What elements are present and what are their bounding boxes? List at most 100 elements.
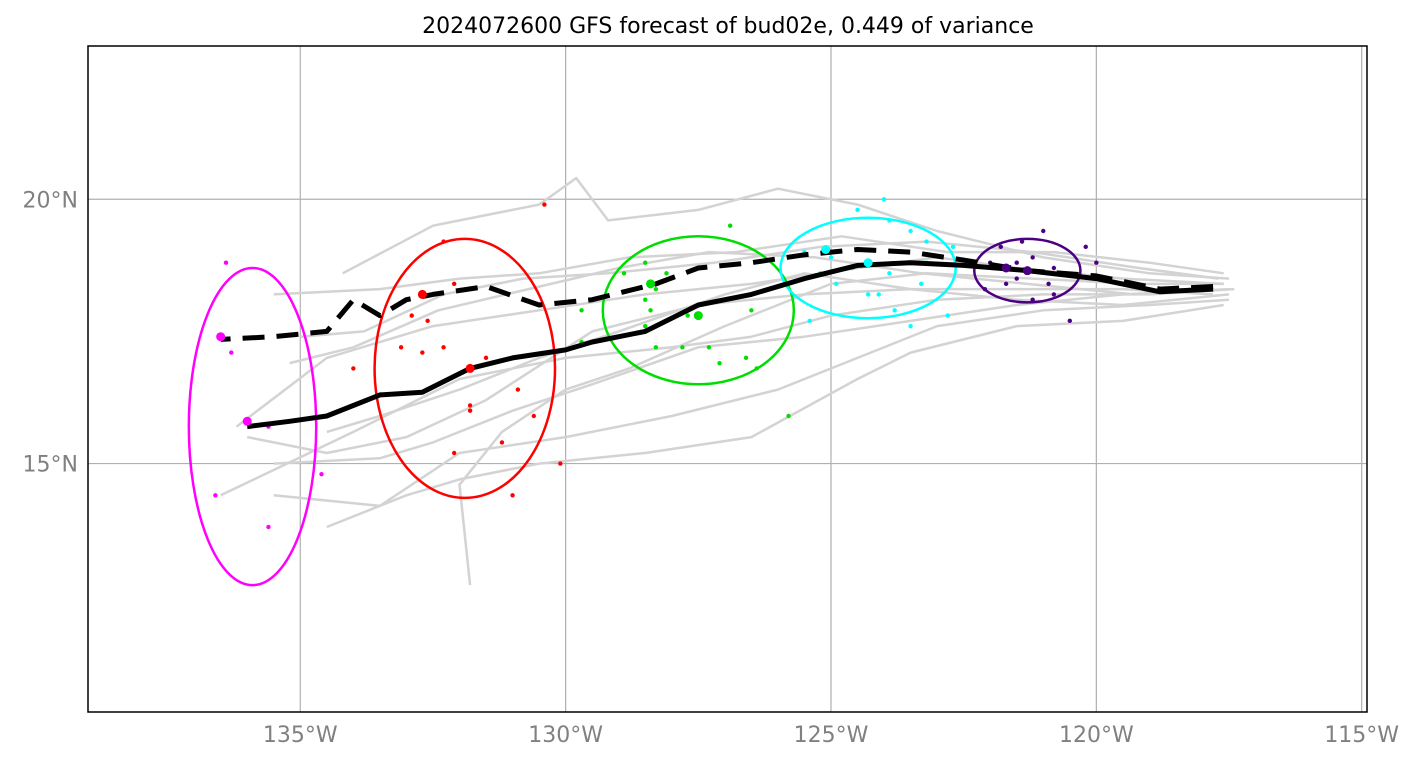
member-point [1067, 318, 1073, 324]
member-point [441, 239, 446, 244]
member-point [653, 345, 659, 350]
member-point [1030, 297, 1035, 302]
grid [88, 46, 1367, 712]
member-point [425, 318, 430, 324]
cluster-mean-marker [821, 245, 831, 254]
member-point [685, 313, 690, 318]
member-point [653, 286, 659, 292]
member-point [621, 271, 627, 276]
member-point [717, 360, 722, 366]
ensemble-track [342, 176, 1230, 280]
member-point [1046, 281, 1051, 287]
member-point [706, 345, 712, 350]
ensemble-track [273, 235, 1224, 296]
member-point [229, 350, 234, 355]
member-point [1051, 265, 1057, 271]
member-point [441, 345, 446, 350]
member-point [451, 450, 457, 456]
member-point [648, 308, 653, 313]
member-point [643, 260, 648, 265]
member-point [643, 297, 648, 302]
member-point [945, 313, 950, 318]
ensemble-track [273, 287, 1230, 465]
member-point [950, 244, 956, 250]
member-point [483, 355, 489, 361]
cluster-mean-marker [693, 311, 703, 321]
member-point [924, 239, 929, 244]
member-point [542, 202, 547, 207]
member-point [680, 345, 685, 350]
cluster-mean-marker [242, 416, 252, 426]
member-point [420, 350, 425, 355]
ensemble-track [273, 298, 1230, 508]
cluster-mean-marker [1022, 266, 1032, 276]
cluster-markers [216, 245, 1032, 426]
cluster-mean-marker [216, 332, 226, 342]
member-point [351, 366, 356, 371]
member-point [664, 271, 669, 276]
member-point [1041, 228, 1046, 234]
x-tick-label: 120°W [1059, 723, 1134, 748]
member-point [865, 292, 871, 297]
member-point [749, 308, 754, 313]
y-tick-label: 15°N [23, 453, 78, 478]
member-point [881, 197, 887, 202]
member-point [266, 524, 271, 530]
member-point [754, 366, 759, 371]
cluster-ellipse [187, 266, 318, 587]
member-point [786, 413, 791, 419]
member-point [499, 440, 505, 445]
cluster-ellipse [973, 237, 1082, 304]
cluster-mean-marker [863, 258, 873, 268]
mean-track-solid [246, 260, 1214, 430]
member-point [908, 323, 913, 329]
cluster-mean-marker [1001, 263, 1011, 273]
member-point [1014, 260, 1019, 265]
member-point [1094, 260, 1099, 265]
cluster-ellipse [779, 216, 957, 320]
ensemble-track [289, 250, 1214, 365]
x-tick-label: 115°W [1324, 723, 1399, 748]
member-point [467, 403, 473, 408]
member-point [807, 318, 812, 324]
member-point [834, 281, 839, 287]
member-point [876, 292, 881, 297]
ensemble-track [326, 303, 1224, 529]
cluster-mean-marker [646, 279, 656, 289]
member-point [982, 286, 988, 292]
member-point [223, 260, 229, 265]
y-tick-label: 20°N [23, 188, 78, 213]
member-point [919, 281, 924, 287]
member-point [1019, 239, 1025, 244]
member-point [887, 271, 892, 276]
member-point [727, 223, 733, 228]
member-point [531, 413, 536, 419]
cluster-mean-marker [465, 363, 475, 373]
member-point [1003, 281, 1009, 287]
ensemble-track [300, 240, 1219, 338]
member-point [398, 345, 404, 350]
ensemble-track [458, 272, 1224, 586]
cluster-mean-marker [417, 289, 427, 299]
ensemble-track [220, 287, 1235, 497]
cluster-ellipse [601, 235, 796, 386]
member-point [1051, 292, 1057, 297]
member-point [515, 387, 521, 392]
cluster-groups [187, 197, 1099, 587]
member-point [579, 308, 584, 313]
member-point [887, 218, 892, 223]
member-point [892, 308, 897, 313]
member-point [467, 408, 473, 413]
member-point [451, 281, 457, 287]
plot-frame [87, 45, 1368, 713]
member-point [510, 493, 515, 498]
member-point [743, 355, 749, 361]
mean-tracks [220, 247, 1214, 430]
ensemble-track [246, 287, 1214, 455]
member-point [643, 323, 648, 329]
member-point [855, 207, 860, 213]
member-point [1083, 244, 1088, 250]
member-point [1030, 255, 1035, 260]
